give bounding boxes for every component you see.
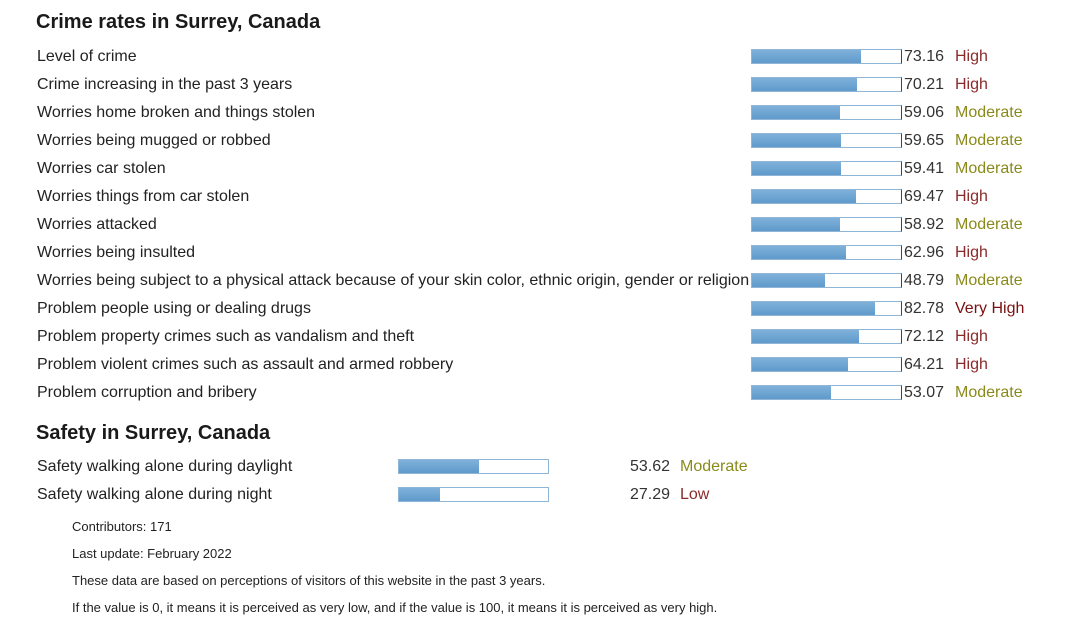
score-bar-fill [752, 134, 841, 147]
disclaimer-note: These data are based on perceptions of v… [72, 573, 546, 588]
row-label: Worries things from car stolen [37, 188, 250, 205]
last-update-note: Last update: February 2022 [72, 546, 232, 561]
row-label: Worries attacked [37, 216, 157, 233]
crime-row: Problem corruption and bribery 53.07 Moder… [36, 380, 1036, 408]
crime-row: Worries being insulted 62.96 High [36, 240, 1036, 268]
crime-row: Level of crime 73.16 High [36, 44, 1036, 72]
score-value: 53.62 [630, 458, 671, 475]
crime-row: Worries being subject to a physical atta… [36, 268, 1036, 296]
score-level: High [955, 48, 988, 65]
row-label: Crime increasing in the past 3 years [37, 76, 293, 93]
score-level: Moderate [955, 272, 1023, 289]
crime-row: Problem violent crimes such as assault a… [36, 352, 1036, 380]
score-bar [751, 105, 902, 120]
score-bar [751, 77, 902, 92]
scale-note: If the value is 0, it means it is percei… [72, 600, 718, 615]
notes-block: Contributors: 171 Last update: February … [72, 518, 717, 626]
score-bar [751, 329, 902, 344]
score-bar-fill [752, 358, 848, 371]
score-value: 59.06 [904, 104, 945, 121]
row-label: Safety walking alone during night [37, 486, 272, 503]
score-bar-fill [752, 50, 861, 63]
score-bar [751, 189, 902, 204]
crime-row: Worries attacked 58.92 Moderate [36, 212, 1036, 240]
score-bar [751, 161, 902, 176]
score-level: High [955, 76, 988, 93]
score-bar [398, 459, 549, 474]
score-value: 70.21 [904, 76, 945, 93]
score-value: 62.96 [904, 244, 945, 261]
score-bar-fill [752, 106, 840, 119]
row-label: Worries home broken and things stolen [37, 104, 316, 121]
crime-row: Worries home broken and things stolen 59.… [36, 100, 1036, 128]
crime-row: Worries things from car stolen 69.47 High [36, 184, 1036, 212]
score-bar-fill [752, 78, 857, 91]
score-bar [751, 357, 902, 372]
score-bar-fill [752, 190, 856, 203]
row-label: Worries car stolen [37, 160, 166, 177]
score-bar-fill [752, 162, 841, 175]
score-value: 72.12 [904, 328, 945, 345]
row-label: Worries being subject to a physical atta… [37, 272, 750, 289]
score-value: 27.29 [630, 486, 671, 503]
score-level: Very High [955, 300, 1025, 317]
score-bar-fill [752, 274, 825, 287]
crime-row: Worries being mugged or robbed 59.65 Moder… [36, 128, 1036, 156]
score-level: Moderate [680, 458, 748, 475]
score-level: Moderate [955, 216, 1023, 233]
safety-table: Safety walking alone during daylight 53.6… [36, 454, 796, 510]
row-label: Worries being insulted [37, 244, 196, 261]
safety-row: Safety walking alone during daylight 53.6… [36, 454, 796, 482]
row-label: Problem people using or dealing drugs [37, 300, 311, 317]
score-value: 69.47 [904, 188, 945, 205]
row-label: Worries being mugged or robbed [37, 132, 271, 149]
score-value: 59.41 [904, 160, 945, 177]
score-value: 58.92 [904, 216, 945, 233]
score-bar [751, 217, 902, 232]
crime-row: Problem property crimes such as vandalis… [36, 324, 1036, 352]
row-label: Safety walking alone during daylight [37, 458, 293, 475]
score-bar-fill [752, 302, 876, 315]
row-label: Problem violent crimes such as assault a… [37, 356, 454, 373]
score-level: Moderate [955, 132, 1023, 149]
score-bar-fill [752, 330, 860, 343]
crime-section-title: Crime rates in Surrey, Canada [36, 11, 321, 33]
score-bar-fill [752, 386, 832, 399]
score-value: 48.79 [904, 272, 945, 289]
score-level: Moderate [955, 384, 1023, 401]
score-bar-fill [752, 218, 840, 231]
safety-section-title: Safety in Surrey, Canada [36, 422, 271, 444]
score-level: High [955, 244, 988, 261]
score-bar [751, 301, 902, 316]
score-bar-fill [752, 246, 846, 259]
score-bar-fill [399, 460, 479, 473]
crime-row: Problem people using or dealing drugs 82.… [36, 296, 1036, 324]
score-bar-fill [399, 488, 440, 501]
score-level: High [955, 328, 988, 345]
score-value: 82.78 [904, 300, 945, 317]
score-value: 64.21 [904, 356, 945, 373]
crime-row: Crime increasing in the past 3 years 70.2… [36, 72, 1036, 100]
score-level: Low [680, 486, 710, 503]
score-bar [751, 385, 902, 400]
score-bar [751, 133, 902, 148]
score-level: Moderate [955, 104, 1023, 121]
crime-rates-table: Level of crime 73.16 High Crime increasing … [36, 44, 1036, 408]
score-value: 53.07 [904, 384, 945, 401]
score-level: Moderate [955, 160, 1023, 177]
score-level: High [955, 356, 988, 373]
score-value: 59.65 [904, 132, 945, 149]
score-level: High [955, 188, 988, 205]
safety-row: Safety walking alone during night 27.29 Lo… [36, 482, 796, 510]
score-value: 73.16 [904, 48, 945, 65]
score-bar [398, 487, 549, 502]
score-bar [751, 273, 902, 288]
score-bar [751, 245, 902, 260]
crime-row: Worries car stolen 59.41 Moderate [36, 156, 1036, 184]
row-label: Level of crime [37, 48, 137, 65]
contributors-note: Contributors: 171 [72, 519, 172, 534]
row-label: Problem corruption and bribery [37, 384, 257, 401]
row-label: Problem property crimes such as vandalis… [37, 328, 415, 345]
score-bar [751, 49, 902, 64]
